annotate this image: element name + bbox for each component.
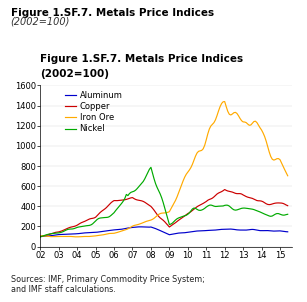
Aluminum (38, 235, 42, 238)
Copper (38, 235, 42, 238)
Copper (120, 198, 124, 202)
Line: Aluminum: Aluminum (40, 227, 288, 236)
Nickel (120, 201, 124, 205)
Copper (223, 188, 227, 191)
Aluminum (119, 228, 122, 231)
Text: Figure 1.SF.7. Metals Price Indices: Figure 1.SF.7. Metals Price Indices (11, 8, 214, 18)
Aluminum (237, 228, 240, 232)
Line: Iron Ore: Iron Ore (40, 101, 288, 237)
Copper (60, 229, 64, 233)
Iron Ore (286, 174, 290, 178)
Nickel (237, 207, 240, 211)
Iron Ore (238, 117, 242, 120)
Text: Sources: IMF, Primary Commodity Price System;
and IMF staff calculations.: Sources: IMF, Primary Commodity Price Sy… (11, 275, 205, 294)
Nickel (286, 213, 290, 216)
Iron Ore (75, 235, 79, 239)
Copper (201, 202, 205, 205)
Iron Ore (60, 235, 64, 238)
Line: Copper: Copper (40, 190, 288, 236)
Copper (237, 192, 240, 195)
Copper (238, 192, 242, 195)
Iron Ore (223, 100, 227, 103)
Aluminum (138, 225, 142, 229)
Copper (119, 198, 122, 202)
Nickel (119, 203, 122, 207)
Aluminum (120, 227, 124, 231)
Nickel (203, 207, 207, 210)
Text: Figure 1.SF.7. Metals Price Indices
(2002=100): Figure 1.SF.7. Metals Price Indices (200… (40, 54, 243, 79)
Aluminum (286, 230, 290, 234)
Copper (286, 204, 290, 207)
Line: Nickel: Nickel (40, 167, 288, 237)
Aluminum (60, 233, 64, 236)
Nickel (38, 235, 42, 239)
Nickel (238, 207, 242, 210)
Iron Ore (203, 143, 207, 147)
Iron Ore (38, 234, 42, 238)
Legend: Aluminum, Copper, Iron Ore, Nickel: Aluminum, Copper, Iron Ore, Nickel (64, 91, 122, 133)
Nickel (60, 230, 64, 234)
Nickel (149, 165, 153, 169)
Iron Ore (122, 229, 125, 232)
Aluminum (238, 228, 242, 232)
Aluminum (203, 229, 207, 233)
Text: (2002=100): (2002=100) (11, 17, 70, 27)
Iron Ore (240, 119, 243, 123)
Iron Ore (120, 229, 124, 233)
